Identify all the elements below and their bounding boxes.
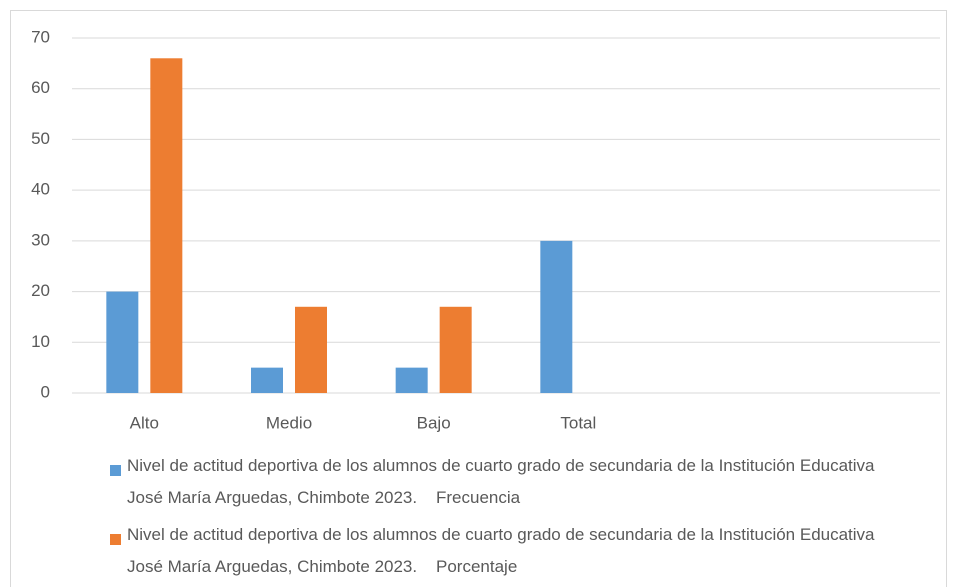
- bar: [150, 58, 183, 394]
- legend-item: Nivel de actitud deportiva de los alumno…: [110, 456, 890, 514]
- y-tick-label: 50: [31, 129, 50, 148]
- legend: Nivel de actitud deportiva de los alumno…: [110, 456, 890, 587]
- bar: [540, 240, 573, 393]
- bar: [106, 291, 139, 393]
- bar: [395, 367, 428, 393]
- legend-swatch: [110, 534, 121, 545]
- y-tick-label: 10: [31, 332, 50, 351]
- x-tick-label: Total: [560, 413, 596, 432]
- y-tick-label: 70: [31, 27, 50, 46]
- legend-label: Nivel de actitud deportiva de los alumno…: [127, 525, 880, 576]
- y-tick-label: 40: [31, 180, 50, 199]
- y-tick-label: 0: [41, 382, 50, 401]
- y-tick-label: 60: [31, 78, 50, 97]
- x-tick-label: Medio: [266, 413, 312, 432]
- x-tick-label: Bajo: [417, 413, 451, 432]
- legend-label: Nivel de actitud deportiva de los alumno…: [127, 456, 880, 507]
- bar: [295, 306, 327, 393]
- legend-swatch: [110, 465, 121, 476]
- bar: [251, 367, 283, 393]
- x-tick-label: Alto: [130, 413, 159, 432]
- legend-item: Nivel de actitud deportiva de los alumno…: [110, 525, 890, 583]
- chart-frame: [10, 10, 947, 587]
- y-tick-label: 20: [31, 281, 50, 300]
- bar: [439, 306, 472, 393]
- y-tick-label: 30: [31, 230, 50, 249]
